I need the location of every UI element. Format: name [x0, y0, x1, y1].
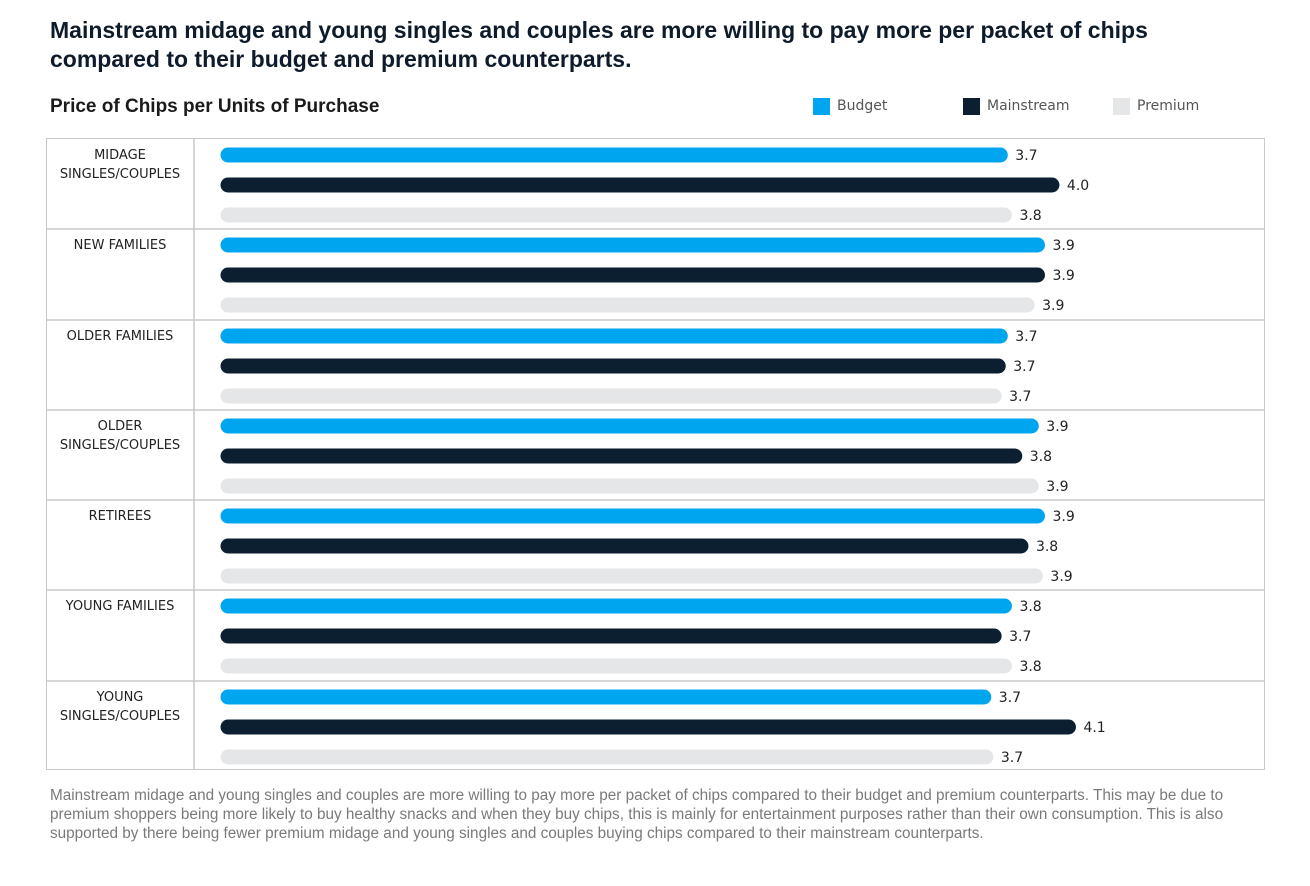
category-label: SINGLES/COUPLES	[60, 709, 180, 724]
chart-title: Price of Chips per Units of Purchase	[50, 96, 380, 117]
data-label-budget: 3.7	[999, 690, 1021, 706]
legend-label-mainstream: Mainstream	[987, 98, 1070, 114]
legend-label-budget: Budget	[837, 98, 888, 114]
legend-swatch-premium	[1113, 97, 1130, 115]
category-label: OLDER FAMILIES	[67, 329, 174, 344]
legend-swatch-mainstream	[963, 97, 980, 115]
data-label-budget: 3.9	[1052, 238, 1074, 254]
category-label: RETIREES	[89, 509, 152, 524]
data-label-premium: 3.8	[1019, 659, 1041, 675]
legend-item-budget: Budget	[813, 96, 887, 116]
category-label: SINGLES/COUPLES	[60, 167, 180, 182]
data-label-premium: 3.8	[1019, 208, 1041, 224]
legend-label-premium: Premium	[1137, 98, 1200, 114]
data-label-mainstream: 3.8	[1036, 539, 1058, 555]
category-label: YOUNG FAMILIES	[65, 599, 175, 614]
data-label-budget: 3.8	[1019, 599, 1041, 615]
data-label-premium: 3.9	[1050, 569, 1072, 585]
data-label-budget: 3.7	[1015, 329, 1037, 345]
category-label: SINGLES/COUPLES	[60, 438, 180, 453]
headline: Mainstream midage and young singles and …	[50, 17, 1148, 72]
category-label: YOUNG	[96, 690, 144, 705]
category-label: OLDER	[98, 419, 143, 434]
category-label: MIDAGE	[94, 148, 146, 163]
legend-item-premium: Premium	[1113, 96, 1199, 116]
data-label-premium: 3.9	[1042, 298, 1064, 314]
data-label-budget: 3.9	[1046, 419, 1068, 435]
data-label-mainstream: 4.0	[1067, 178, 1089, 194]
data-label-budget: 3.7	[1015, 148, 1037, 164]
data-label-mainstream: 3.7	[1009, 629, 1031, 645]
data-label-budget: 3.9	[1052, 509, 1074, 525]
data-label-mainstream: 3.8	[1030, 449, 1052, 465]
legend: Budget Mainstream Premium	[0, 96, 1310, 118]
legend-item-mainstream: Mainstream	[963, 96, 1069, 116]
data-label-premium: 3.9	[1046, 479, 1068, 495]
chart-frame: MIDAGE SINGLES/COUPLES 3.7 4.0 3.8 NEW FAMILI…	[46, 138, 1265, 770]
bar-chart: MIDAGE SINGLES/COUPLES 3.7 4.0 3.8 NEW FAMILI…	[47, 139, 1264, 769]
category-label: NEW FAMILIES	[74, 238, 167, 253]
data-label-mainstream: 3.7	[1013, 359, 1035, 375]
data-label-premium: 3.7	[1001, 750, 1023, 766]
data-label-mainstream: 4.1	[1083, 720, 1105, 736]
footnote: Mainstream midage and young singles and …	[50, 787, 1224, 842]
data-label-premium: 3.7	[1009, 389, 1031, 405]
data-label-mainstream: 3.9	[1052, 268, 1074, 284]
legend-swatch-budget	[813, 97, 830, 115]
